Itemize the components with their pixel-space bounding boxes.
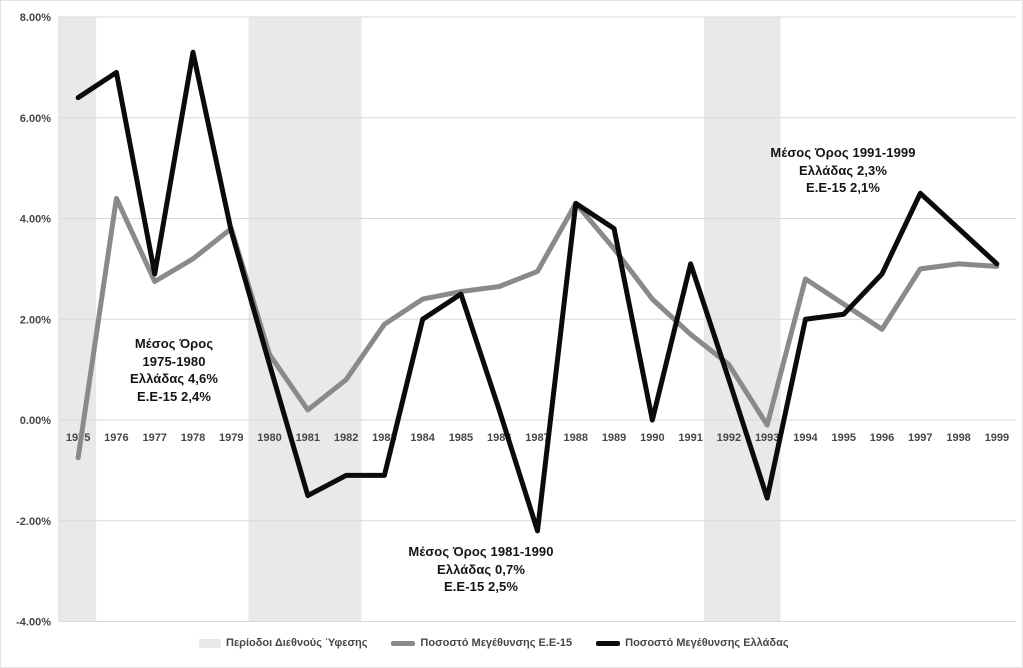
legend-item-greece: Ποσοστό Μεγέθυνσης Ελλάδας bbox=[596, 637, 789, 649]
x-axis-label: 1997 bbox=[908, 432, 932, 444]
x-axis-label: 1980 bbox=[257, 432, 281, 444]
annotation-line: Μέσος Όρος 1981-1990 bbox=[408, 544, 554, 559]
x-axis-label: 1989 bbox=[602, 432, 626, 444]
x-axis-label: 1975 bbox=[66, 432, 90, 444]
x-axis-label: 1987 bbox=[525, 432, 549, 444]
x-axis-label: 1984 bbox=[410, 432, 435, 444]
x-axis-label: 1977 bbox=[142, 432, 166, 444]
y-axis-label: -4.00% bbox=[16, 617, 51, 629]
annotation-line: Ε.Ε-15 2,5% bbox=[443, 579, 519, 594]
annotation-line: Μέσος Όρος 1991-1999 bbox=[770, 145, 916, 160]
legend-label: Ποσοστό Μεγέθυνσης Ελλάδας bbox=[625, 637, 789, 649]
greece-line bbox=[75, 49, 1000, 534]
y-axis-label: 0.00% bbox=[20, 415, 51, 427]
x-axis-label: 1996 bbox=[870, 432, 894, 444]
x-axis-label: 1976 bbox=[104, 432, 128, 444]
x-axis-label: 1985 bbox=[449, 432, 473, 444]
legend-item-recessions: Περίοδοι Διεθνούς Ύφεσης bbox=[199, 637, 367, 649]
annotation-line: Μέσος Όρος bbox=[134, 336, 214, 351]
x-axis-label: 1994 bbox=[793, 432, 818, 444]
chart-legend: Περίοδοι Διεθνούς Ύφεσης Ποσοστό Μεγέθυν… bbox=[199, 637, 789, 649]
annotation-line: Ε.Ε-15 2,1% bbox=[805, 180, 881, 195]
annotation-avg-1991-1999: Μέσος Όρος 1991-1999 Ελλάδας 2,3% Ε.Ε-15… bbox=[733, 144, 953, 197]
legend-label: Περίοδοι Διεθνούς Ύφεσης bbox=[226, 637, 368, 649]
annotation-line: 1975-1980 bbox=[142, 353, 206, 369]
y-axis-label: 6.00% bbox=[20, 113, 51, 125]
y-axis-label: 8.00% bbox=[20, 12, 51, 24]
annotation-line: Ελλάδας 4,6% bbox=[129, 371, 219, 386]
x-axis-label: 1982 bbox=[334, 432, 358, 444]
x-axis-label: 1978 bbox=[181, 432, 205, 444]
annotation-line: Ελλάδας 2,3% bbox=[798, 162, 888, 178]
annotation-line: Ελλάδας 0,7% bbox=[436, 561, 526, 577]
y-axis-label: 2.00% bbox=[20, 314, 51, 326]
x-axis-label: 1988 bbox=[564, 432, 588, 444]
x-axis-label: 1998 bbox=[946, 432, 970, 444]
legend-label: Ποσοστό Μεγέθυνσης Ε.Ε-15 bbox=[420, 637, 573, 649]
annotation-avg-1981-1990: Μέσος Όρος 1981-1990 Ελλάδας 0,7% Ε.Ε-15… bbox=[371, 543, 591, 596]
eu15-line bbox=[75, 195, 1000, 461]
x-axis-label: 1991 bbox=[678, 432, 702, 444]
greece-line-swatch bbox=[596, 640, 621, 646]
x-axis-label: 1979 bbox=[219, 432, 243, 444]
x-axis-label: 1981 bbox=[296, 432, 320, 444]
x-axis-label: 1992 bbox=[717, 432, 741, 444]
y-axis-label: 4.00% bbox=[20, 214, 51, 226]
y-axis-label: -2.00% bbox=[16, 516, 51, 528]
eu15-line-swatch bbox=[391, 640, 416, 646]
annotation-avg-1975-1980: Μέσος Όρος 1975-1980 Ελλάδας 4,6% Ε.Ε-15… bbox=[94, 335, 254, 405]
x-axis-label: 1999 bbox=[985, 432, 1009, 444]
x-axis-label: 1993 bbox=[755, 432, 779, 444]
annotation-line: Ε.Ε-15 2,4% bbox=[136, 388, 212, 404]
x-axis-label: 1990 bbox=[640, 432, 664, 444]
recession-band-swatch bbox=[199, 638, 221, 648]
legend-item-eu15: Ποσοστό Μεγέθυνσης Ε.Ε-15 bbox=[391, 637, 572, 649]
x-axis-label: 1995 bbox=[831, 432, 855, 444]
